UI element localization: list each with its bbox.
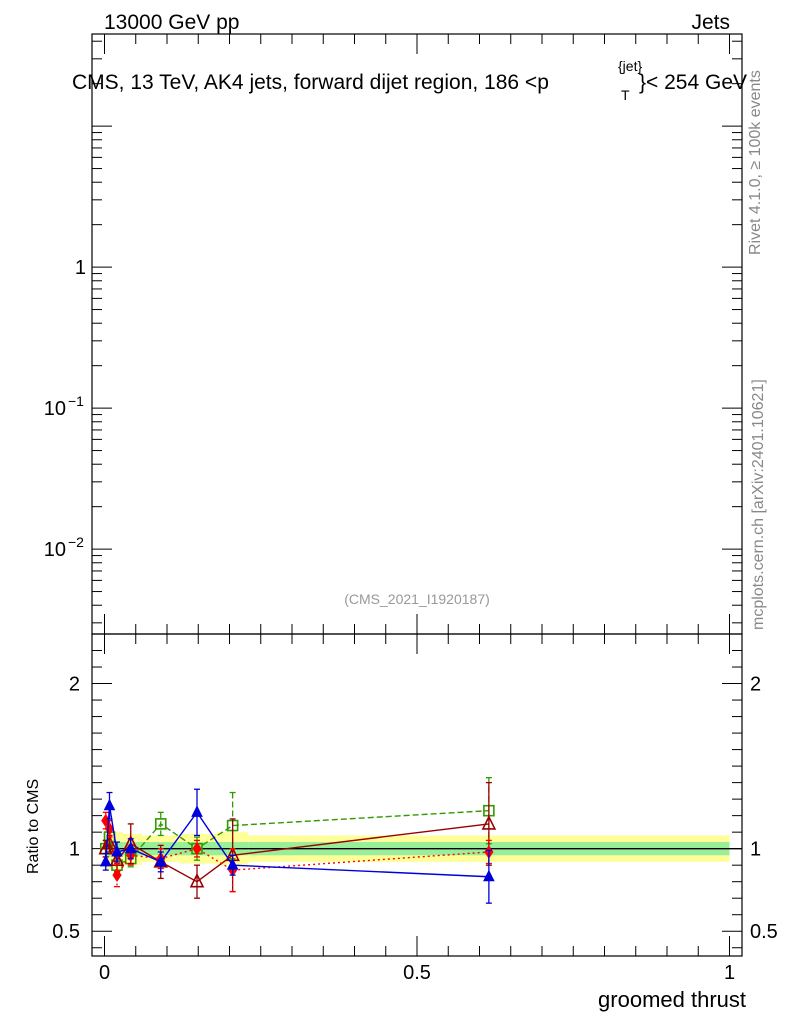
data-point xyxy=(481,815,497,830)
data-point xyxy=(154,818,167,830)
x-tick-label: 1 xyxy=(724,962,735,984)
main-y-tick-label-base: 10 xyxy=(44,398,66,420)
series-line xyxy=(105,805,489,878)
header-right: Jets xyxy=(691,11,730,34)
data-point xyxy=(483,869,495,882)
data-point xyxy=(154,854,167,867)
header-left: 13000 GeV pp xyxy=(104,11,239,34)
x-tick-label: 0.5 xyxy=(403,962,431,984)
x-axis-label: groomed thrust xyxy=(598,987,746,1012)
main-panel-frame xyxy=(91,33,743,635)
data-point xyxy=(189,872,205,888)
title-subscript: T xyxy=(621,87,630,103)
title-superscript: {jet} xyxy=(618,58,642,74)
analysis-watermark: (CMS_2021_I1920187) xyxy=(344,591,490,607)
plot-title: CMS, 13 TeV, AK4 jets, forward dijet reg… xyxy=(72,71,549,94)
ratio-y-tick-label-left: 0.5 xyxy=(52,921,80,943)
main-y-tick-label-base: 1 xyxy=(75,257,86,279)
ratio-y-tick-label-left: 2 xyxy=(69,674,80,696)
series xyxy=(99,788,495,904)
main-y-tick-label-base: 10 xyxy=(44,539,66,561)
main-y-tick-label-exponent: −2 xyxy=(68,534,84,550)
ratio-y-tick-label-right: 0.5 xyxy=(750,921,778,943)
data-point xyxy=(99,854,112,867)
x-tick-label: 0 xyxy=(99,962,110,984)
ratio-y-axis-label: Ratio to CMS xyxy=(25,779,42,874)
data-point xyxy=(226,858,239,870)
data-point xyxy=(124,841,137,854)
title-end: }< 254 GeV xyxy=(639,71,747,94)
ratio-y-tick-label-left: 1 xyxy=(69,839,80,861)
main-y-tick-label-exponent: −1 xyxy=(68,393,84,409)
title-main: CMS, 13 TeV, AK4 jets, forward dijet reg… xyxy=(72,71,549,94)
side-label-rivet: Rivet 4.1.0, ≥ 100k events xyxy=(747,70,764,255)
data-point xyxy=(112,868,122,882)
main-y-tick-label: 10 xyxy=(44,398,66,420)
data-point xyxy=(103,798,116,811)
series-line xyxy=(105,809,489,867)
ratio-y-tick-label-right: 1 xyxy=(750,839,761,861)
main-y-tick-label: 10 xyxy=(44,539,66,561)
data-point xyxy=(111,844,123,857)
data-point xyxy=(191,805,203,817)
data-point xyxy=(192,841,202,856)
side-label-mcplots: mcplots.cern.ch [arXiv:2401.10621] xyxy=(750,379,767,630)
main-y-tick-label: 1 xyxy=(75,257,86,279)
ratio-panel-frame xyxy=(91,633,743,957)
series-group xyxy=(98,777,497,904)
ratio-y-tick-label-right: 2 xyxy=(750,674,761,696)
axis-ticks: 110 −110 −22 21 10.5 0.50 0.5 1 xyxy=(44,34,778,984)
